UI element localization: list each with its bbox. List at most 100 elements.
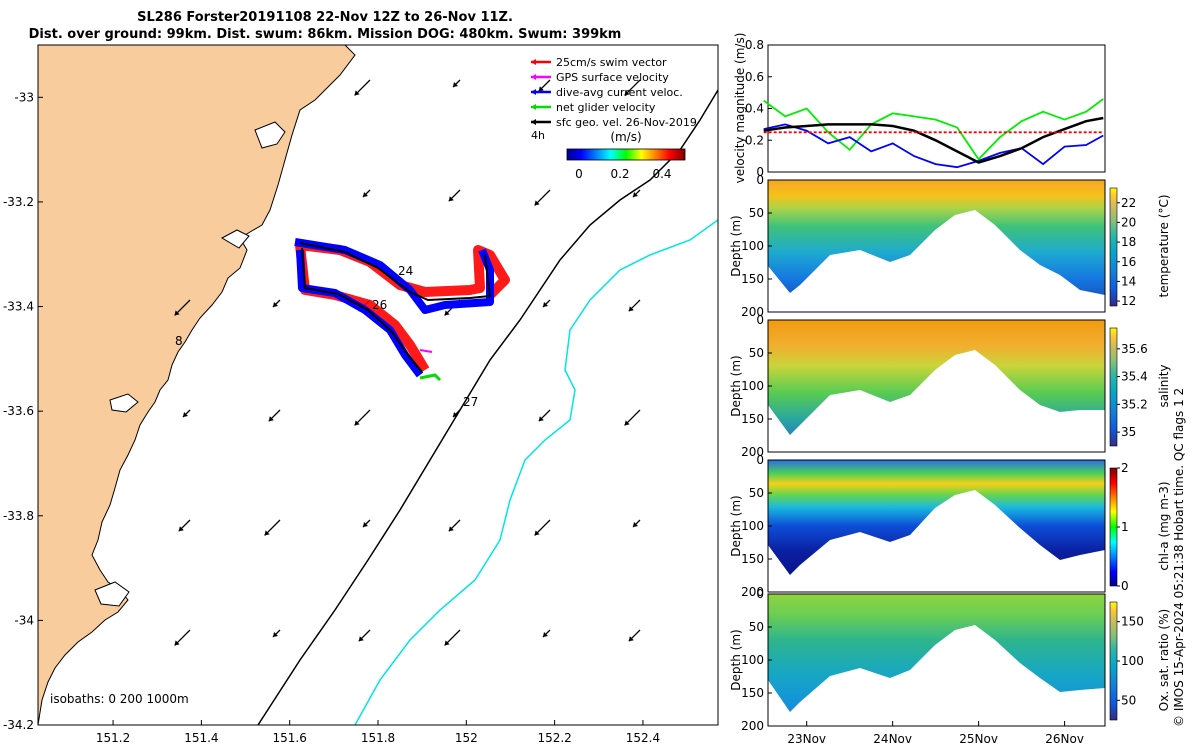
- depth-tick-label: 100: [741, 239, 764, 253]
- current-arrow-head: [628, 306, 634, 312]
- depth-tick-label: 200: [741, 719, 764, 733]
- chl-panel: [767, 459, 1106, 593]
- section-panels: [767, 179, 1106, 727]
- section-colorbar: [1109, 467, 1118, 587]
- map-x-tick-label: 151.4: [184, 731, 218, 745]
- day-label: 26: [372, 298, 387, 312]
- track-blue-current: [294, 238, 494, 378]
- current-arrow-head: [273, 632, 278, 637]
- time-tick-label: 26Nov: [1045, 732, 1084, 746]
- glider-track: [294, 238, 510, 382]
- legend-arrowhead: [531, 74, 536, 80]
- current-arrow-head: [543, 632, 548, 637]
- legend-label: 25cm/s swim vector: [556, 56, 667, 69]
- colorbar-tick-label: 12: [1121, 294, 1136, 308]
- current-arrow-head: [543, 302, 548, 307]
- legend-label: sfc geo. vel. 26-Nov-2019: [556, 116, 697, 129]
- section-colorbar: [1109, 187, 1118, 307]
- current-arrow-head: [174, 640, 180, 646]
- legend-arrowhead: [531, 89, 536, 95]
- map-x-tick-label: 151.6: [273, 731, 307, 745]
- temperature-panel: [767, 179, 1106, 313]
- current-arrow-head: [534, 530, 540, 536]
- current-arrow-head: [268, 416, 274, 422]
- velocity-y-tick-label: 0.4: [745, 102, 764, 116]
- depth-axis-label: Depth (m): [729, 495, 743, 556]
- current-arrow-head: [538, 416, 544, 422]
- current-arrow-head: [633, 522, 638, 527]
- isobaths-label: isobaths: 0 200 1000m: [50, 692, 189, 706]
- colorbar-label: temperature (°C): [1157, 195, 1171, 298]
- current-arrow-head: [624, 90, 630, 96]
- velocity-y-tick-label: 0.8: [745, 38, 764, 52]
- legend-arrowhead: [531, 59, 536, 65]
- depth-tick-label: 50: [749, 346, 764, 360]
- current-arrow-head: [183, 412, 188, 417]
- colorbar-tick-label: 35: [1121, 425, 1136, 439]
- map-y-tick-label: -34.2: [3, 718, 34, 732]
- depth-tick-label: 0: [756, 173, 764, 187]
- colorbar-label: salinity: [1157, 364, 1171, 407]
- colorbar-tick-label: 0: [1121, 579, 1129, 593]
- colorbar-label: chl-a (mg m-3): [1157, 481, 1171, 570]
- colorbar-tick-label: 150: [1121, 615, 1144, 629]
- map-y-tick-label: -33.6: [3, 404, 34, 418]
- depth-tick-label: 50: [749, 486, 764, 500]
- map-x-tick-label: 151.8: [361, 731, 395, 745]
- velocity-frame: [767, 44, 1106, 173]
- map-x-tick-label: 152.4: [626, 731, 660, 745]
- velocity-axis: 0 0.2 0.4 0.6 0.8: [745, 38, 772, 179]
- legend-label: dive-avg current veloc.: [556, 86, 683, 99]
- current-arrow-head: [633, 192, 638, 197]
- current-arrow-head: [628, 636, 634, 642]
- map-x-tick-label: 151.2: [96, 731, 130, 745]
- side-note: © IMOS 15-Apr-2024 05:21:38 Hobart time.…: [1172, 388, 1186, 727]
- title-line-1: SL286 Forster20191108 22-Nov 12Z to 26-N…: [137, 10, 513, 25]
- map-y-tick-label: -33.8: [3, 509, 34, 523]
- current-arrow-head: [453, 412, 458, 417]
- map-x-tick-label: 152.2: [537, 731, 571, 745]
- velocity-y-tick-label: 0: [756, 165, 764, 179]
- map-y-tick-label: -34: [14, 613, 34, 627]
- salinity-panel: [767, 319, 1106, 453]
- depth-tick-label: 0: [756, 313, 764, 327]
- current-arrow-head: [363, 192, 368, 197]
- depth-tick-label: 200: [741, 305, 764, 319]
- current-arrows: [174, 79, 641, 646]
- depth-tick-label: 150: [741, 686, 764, 700]
- colorbar-tick: 0: [575, 167, 583, 181]
- velocity-y-tick-label: 0.2: [745, 133, 764, 147]
- time-tick-label: 24Nov: [873, 732, 912, 746]
- current-arrow-head: [444, 310, 450, 316]
- colorbar-tick-label: 35.6: [1121, 342, 1148, 356]
- colorbar-tick-label: 1: [1121, 520, 1129, 534]
- oxygen-panel: [767, 593, 1106, 727]
- colorbar-tick-label: 35.4: [1121, 370, 1148, 384]
- legend-note: 4h: [531, 129, 545, 142]
- velocity-lines: [763, 98, 1104, 169]
- time-tick-label: 25Nov: [959, 732, 998, 746]
- depth-tick-label: 100: [741, 519, 764, 533]
- velocity-series-line: [763, 123, 1104, 169]
- depth-axis-label: Depth (m): [729, 629, 743, 690]
- depth-tick-label: 150: [741, 412, 764, 426]
- depth-tick-label: 50: [749, 620, 764, 634]
- colorbar-label: Ox. sat. ratio (%): [1157, 609, 1171, 711]
- legend-arrowhead: [531, 104, 536, 110]
- colorbar-tick: 0.2: [610, 167, 629, 181]
- velocity-ylabel: velocity magnitude (m/s): [733, 33, 747, 184]
- depth-tick-label: 200: [741, 585, 764, 599]
- velocity-panel: 0 0.2 0.4 0.6 0.8 velocity magnitude (m/s): [733, 33, 1106, 184]
- time-tick-label: 23Nov: [787, 732, 826, 746]
- map-y-tick-label: -33.4: [3, 300, 34, 314]
- current-arrow-head: [354, 420, 360, 426]
- day-label: 27: [463, 395, 478, 409]
- depth-tick-label: 150: [741, 552, 764, 566]
- track-black: [299, 242, 492, 373]
- depth-axis-label: Depth (m): [729, 355, 743, 416]
- map-y-tick-label: -33.2: [3, 195, 34, 209]
- depth-tick-label: 0: [756, 587, 764, 601]
- colorbar-tick-label: 16: [1121, 255, 1136, 269]
- seafloor-mask: [768, 210, 1105, 312]
